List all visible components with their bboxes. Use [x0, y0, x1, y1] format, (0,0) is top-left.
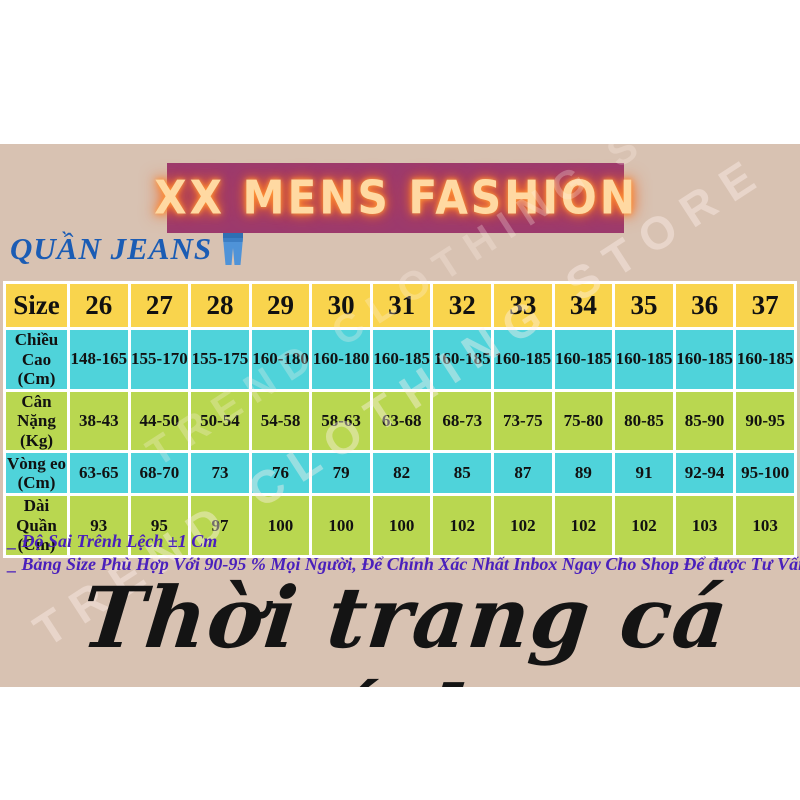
- table-cell: 160-185: [672, 327, 737, 392]
- size-col-34: 34: [551, 281, 616, 330]
- table-cell: 44-50: [127, 388, 192, 454]
- table-cell: 75-80: [551, 388, 616, 454]
- table-cell: 160-185: [369, 327, 434, 392]
- table-cell: 68-70: [127, 450, 192, 497]
- jeans-icon: [220, 232, 246, 266]
- table-cell: 102: [612, 493, 676, 558]
- table-cell: 102: [491, 493, 555, 558]
- table-cell: 80-85: [612, 388, 676, 454]
- table-cell: 100: [309, 493, 373, 558]
- table-cell: 100: [369, 493, 434, 558]
- table-cell: 148-165: [67, 327, 131, 392]
- product-line: QUẦN JEANS: [10, 228, 246, 270]
- size-col-36: 36: [672, 281, 737, 330]
- table-cell: 91: [612, 450, 676, 497]
- brand-banner: XX MENS FASHION: [154, 163, 635, 233]
- table-cell: 160-180: [309, 327, 373, 392]
- size-table-head-row: Size 26 27 28 29 30 31 32 33 34 35 36 37: [3, 281, 797, 330]
- table-cell: 73: [188, 450, 252, 497]
- table-cell: 93: [67, 493, 131, 558]
- size-col-29: 29: [248, 281, 313, 330]
- row-label: Vòng eo (Cm): [3, 450, 70, 497]
- table-cell: 68-73: [430, 388, 495, 454]
- size-table: Size 26 27 28 29 30 31 32 33 34 35 36 37 Chiều Cao (C…: [3, 281, 797, 558]
- table-cell: 63-65: [67, 450, 131, 497]
- table-cell: 100: [248, 493, 313, 558]
- table-cell: 102: [430, 493, 495, 558]
- size-header-cell: Size: [3, 281, 70, 330]
- table-cell: 85-90: [672, 388, 737, 454]
- table-cell: 89: [551, 450, 616, 497]
- notes-block: _ Độ Sai Trênh Lệch ±1 Cm _ Bảng Size Ph…: [8, 530, 800, 577]
- row-label: Dài Quần (Cm): [3, 493, 70, 558]
- row-label: Cân Nặng (Kg): [3, 388, 70, 454]
- table-cell: 103: [733, 493, 797, 558]
- table-cell: 95: [127, 493, 192, 558]
- slogan-text: Thời trang cá tính: [77, 568, 734, 687]
- size-col-35: 35: [612, 281, 676, 330]
- table-row: Vòng eo (Cm) 63-65 68-70 73 76 79 82 85 87 89 91 92-…: [3, 450, 797, 497]
- table-cell: 97: [188, 493, 252, 558]
- size-col-27: 27: [127, 281, 192, 330]
- table-cell: 85: [430, 450, 495, 497]
- size-col-30: 30: [309, 281, 373, 330]
- poster-canvas: XX MENS FASHION QUẦN JEANS Size 26 27 28 29 3…: [0, 144, 800, 687]
- table-cell: 155-175: [188, 327, 252, 392]
- table-cell: 82: [369, 450, 434, 497]
- table-cell: 102: [551, 493, 616, 558]
- table-cell: 90-95: [733, 388, 797, 454]
- size-col-32: 32: [430, 281, 495, 330]
- size-col-37: 37: [733, 281, 797, 330]
- table-cell: 160-185: [612, 327, 676, 392]
- table-cell: 160-185: [551, 327, 616, 392]
- table-cell: 160-185: [491, 327, 555, 392]
- table-cell: 73-75: [491, 388, 555, 454]
- table-cell: 58-63: [309, 388, 373, 454]
- table-cell: 160-185: [430, 327, 495, 392]
- table-cell: 95-100: [733, 450, 797, 497]
- table-cell: 50-54: [188, 388, 252, 454]
- size-col-26: 26: [67, 281, 131, 330]
- row-label: Chiều Cao (Cm): [3, 327, 70, 392]
- table-cell: 54-58: [248, 388, 313, 454]
- brand-title: XX MENS FASHION: [153, 171, 638, 225]
- table-cell: 103: [672, 493, 737, 558]
- table-cell: 155-170: [127, 327, 192, 392]
- table-row: Cân Nặng (Kg) 38-43 44-50 50-54 54-58 58-63 63-…: [3, 388, 797, 454]
- table-cell: 38-43: [67, 388, 131, 454]
- note-tolerance: _ Độ Sai Trênh Lệch ±1 Cm: [8, 531, 218, 551]
- size-col-31: 31: [369, 281, 434, 330]
- table-row: Dài Quần (Cm) 93 95 97 100 100 100 102 102 102 102 1…: [3, 493, 797, 558]
- table-cell: 87: [491, 450, 555, 497]
- table-cell: 76: [248, 450, 313, 497]
- table-cell: 92-94: [672, 450, 737, 497]
- table-cell: 160-180: [248, 327, 313, 392]
- table-cell: 63-68: [369, 388, 434, 454]
- product-label: QUẦN JEANS: [10, 231, 213, 266]
- size-col-33: 33: [491, 281, 555, 330]
- table-row: Chiều Cao (Cm) 148-165 155-170 155-175 160-18…: [3, 327, 797, 392]
- note-fit-advice: _ Bảng Size Phù Hợp Với 90-95 % Mọi Ngườ…: [8, 554, 800, 575]
- size-col-28: 28: [188, 281, 252, 330]
- table-cell: 79: [309, 450, 373, 497]
- table-cell: 160-185: [733, 327, 797, 392]
